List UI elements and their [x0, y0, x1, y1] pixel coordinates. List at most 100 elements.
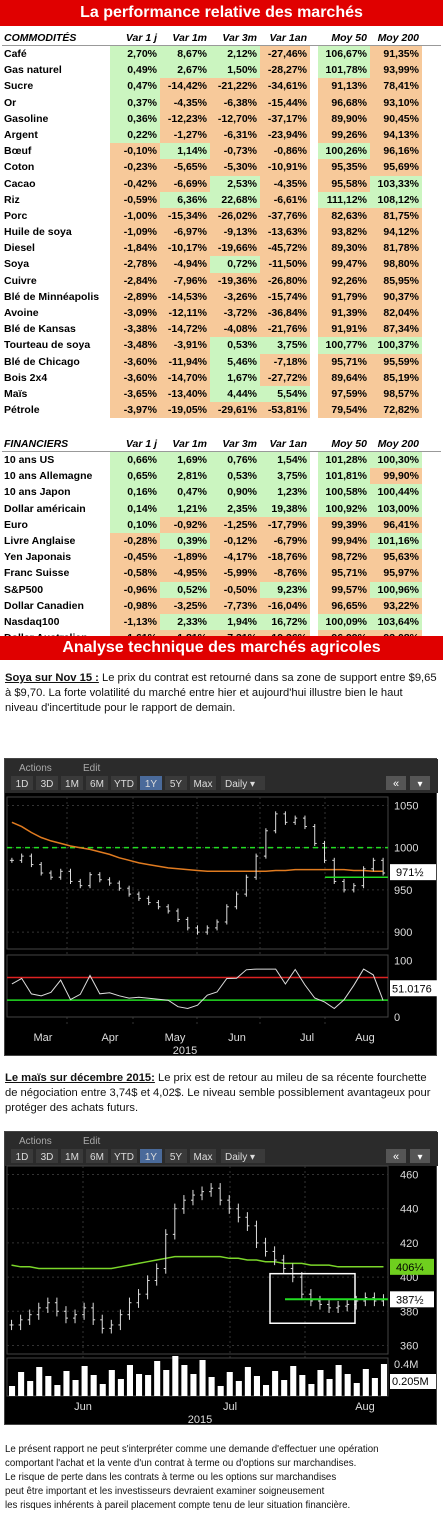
- table-cell: 98,80%: [370, 256, 422, 273]
- table-cell: 22,68%: [210, 191, 260, 208]
- range-button-ytd[interactable]: [111, 1149, 137, 1163]
- table-cell: -4,17%: [210, 549, 260, 566]
- row-label: Dollar Canadien: [4, 599, 84, 612]
- scroll-left-button[interactable]: [386, 776, 406, 790]
- table-cell: -12,70%: [210, 110, 260, 127]
- column-header: Moy 200: [377, 32, 419, 44]
- volume-bar: [317, 1370, 324, 1396]
- range-button-1m[interactable]: [61, 1149, 83, 1163]
- range-button-1d[interactable]: [11, 776, 33, 790]
- table-cell: 0,39%: [160, 532, 210, 550]
- table-cell: 94,13%: [370, 126, 422, 144]
- collapse-button[interactable]: [410, 776, 430, 790]
- soya-commentary: Soya sur Nov 15 : Le prix du contrat est…: [5, 671, 437, 716]
- volume-bar: [362, 1369, 369, 1396]
- column-header: Var 3m: [222, 32, 257, 44]
- scroll-left-button[interactable]: [386, 1149, 406, 1163]
- x-tick-label: Jun: [228, 1032, 246, 1044]
- volume-bar: [244, 1367, 251, 1396]
- table-cell: -1,00%: [110, 207, 160, 225]
- range-label: Max: [194, 1152, 213, 1163]
- volume-bar: [326, 1379, 333, 1396]
- column-gap: [310, 127, 318, 143]
- corn-chart[interactable]: Actions Edit 1D 3D 1M 6M YTD 1Y 5Y Max Daily ▾ « ▾ 46…: [4, 1131, 438, 1426]
- table-cell: 103,00%: [370, 500, 422, 517]
- table-cell: -37,17%: [260, 110, 310, 127]
- range-button-1y[interactable]: [140, 776, 162, 790]
- range-label: 1M: [65, 779, 79, 790]
- table-section-label: FINANCIERS: [4, 438, 69, 450]
- table-row: Tourteau de soya -3,48% -3,91% 0,53% 3,75% 10…: [2, 337, 441, 354]
- column-header: Var 3m: [222, 438, 257, 450]
- table-cell: 85,95%: [370, 272, 422, 289]
- table-cell: -7,18%: [260, 353, 310, 370]
- table-row: Nasdaq100 -1,13% 2,33% 1,94% 16,72% 100,09% 10…: [2, 613, 441, 631]
- column-header: Var 1 j: [125, 438, 157, 450]
- range-button-max[interactable]: [190, 1149, 216, 1163]
- volume-bar: [108, 1370, 115, 1396]
- y-tick-label: 1000: [394, 843, 418, 855]
- range-label: 5Y: [170, 779, 183, 790]
- table-cell: 0,52%: [160, 581, 210, 598]
- range-button-5y[interactable]: [165, 776, 187, 790]
- table-cell: 0,47%: [110, 78, 160, 95]
- range-button-1y[interactable]: [140, 1149, 162, 1163]
- volume-bar: [172, 1356, 179, 1396]
- table-cell: -1,25%: [210, 516, 260, 533]
- volume-bar: [9, 1386, 16, 1396]
- range-button-ytd[interactable]: [111, 776, 137, 790]
- range-button-5y[interactable]: [165, 1149, 187, 1163]
- table-cell: 91,39%: [318, 305, 370, 322]
- table-cell: 99,94%: [318, 532, 370, 550]
- table-row: Soya -2,78% -4,94% 0,72% -11,50% 99,47% 98,80%: [2, 256, 441, 273]
- table-cell: 100,09%: [318, 613, 370, 631]
- range-button-6m[interactable]: [86, 776, 108, 790]
- range-button-3d[interactable]: [36, 776, 58, 790]
- table-cell: -9,13%: [210, 224, 260, 241]
- table-cell: 101,16%: [370, 532, 422, 550]
- range-button-1m[interactable]: [61, 776, 83, 790]
- table-cell: 0,53%: [210, 337, 260, 354]
- table-cell: -0,45%: [110, 549, 160, 566]
- x-tick-label: Jul: [223, 1401, 237, 1413]
- collapse-button[interactable]: [410, 1149, 430, 1163]
- table-cell: -0,50%: [210, 581, 260, 598]
- row-label: Nasdaq100: [4, 615, 60, 628]
- table-cell: 79,54%: [318, 402, 370, 419]
- table-cell: 101,78%: [318, 62, 370, 79]
- soya-chart[interactable]: Actions Edit 1D 3D 1M 6M YTD 1Y 5Y Max Daily ▾ « ▾ 10…: [4, 758, 438, 1057]
- interval-dropdown[interactable]: [221, 776, 265, 790]
- range-button-1d[interactable]: [11, 1149, 33, 1163]
- table-cell: 93,99%: [370, 62, 422, 79]
- year-label: 2015: [188, 1414, 212, 1426]
- table-cell: 82,63%: [318, 207, 370, 225]
- range-button-3d[interactable]: [36, 1149, 58, 1163]
- column-gap: [310, 437, 318, 451]
- table-cell: -3,26%: [210, 288, 260, 305]
- column-gap: [310, 305, 318, 321]
- edit-menu: Edit: [83, 763, 100, 774]
- volume-bar: [353, 1383, 360, 1396]
- table-cell: 108,12%: [370, 191, 422, 208]
- table-cell: 5,54%: [260, 385, 310, 403]
- table-cell: -23,94%: [260, 126, 310, 144]
- table-cell: -7,96%: [160, 272, 210, 289]
- table-cell: 95,59%: [370, 353, 422, 370]
- price-panel: [6, 1165, 389, 1355]
- range-button-max[interactable]: [190, 776, 216, 790]
- range-button-6m[interactable]: [86, 1149, 108, 1163]
- table-cell: -0,96%: [110, 581, 160, 598]
- range-label: 5Y: [170, 1152, 183, 1163]
- table-cell: 85,19%: [370, 369, 422, 386]
- column-header: Var 1m: [172, 438, 207, 450]
- volume-bar: [281, 1380, 288, 1396]
- row-label: Avoine: [4, 307, 39, 319]
- table-cell: 0,90%: [210, 484, 260, 501]
- table-cell: 2,12%: [210, 46, 260, 63]
- table-row: Cacao -0,42% -6,69% 2,53% -4,35% 95,58% 103,33…: [2, 175, 441, 192]
- table-cell: 100,30%: [370, 452, 422, 469]
- range-label: 3D: [41, 779, 54, 790]
- interval-dropdown[interactable]: [221, 1149, 265, 1163]
- table-cell: -6,38%: [210, 94, 260, 111]
- volume-bar: [299, 1375, 306, 1396]
